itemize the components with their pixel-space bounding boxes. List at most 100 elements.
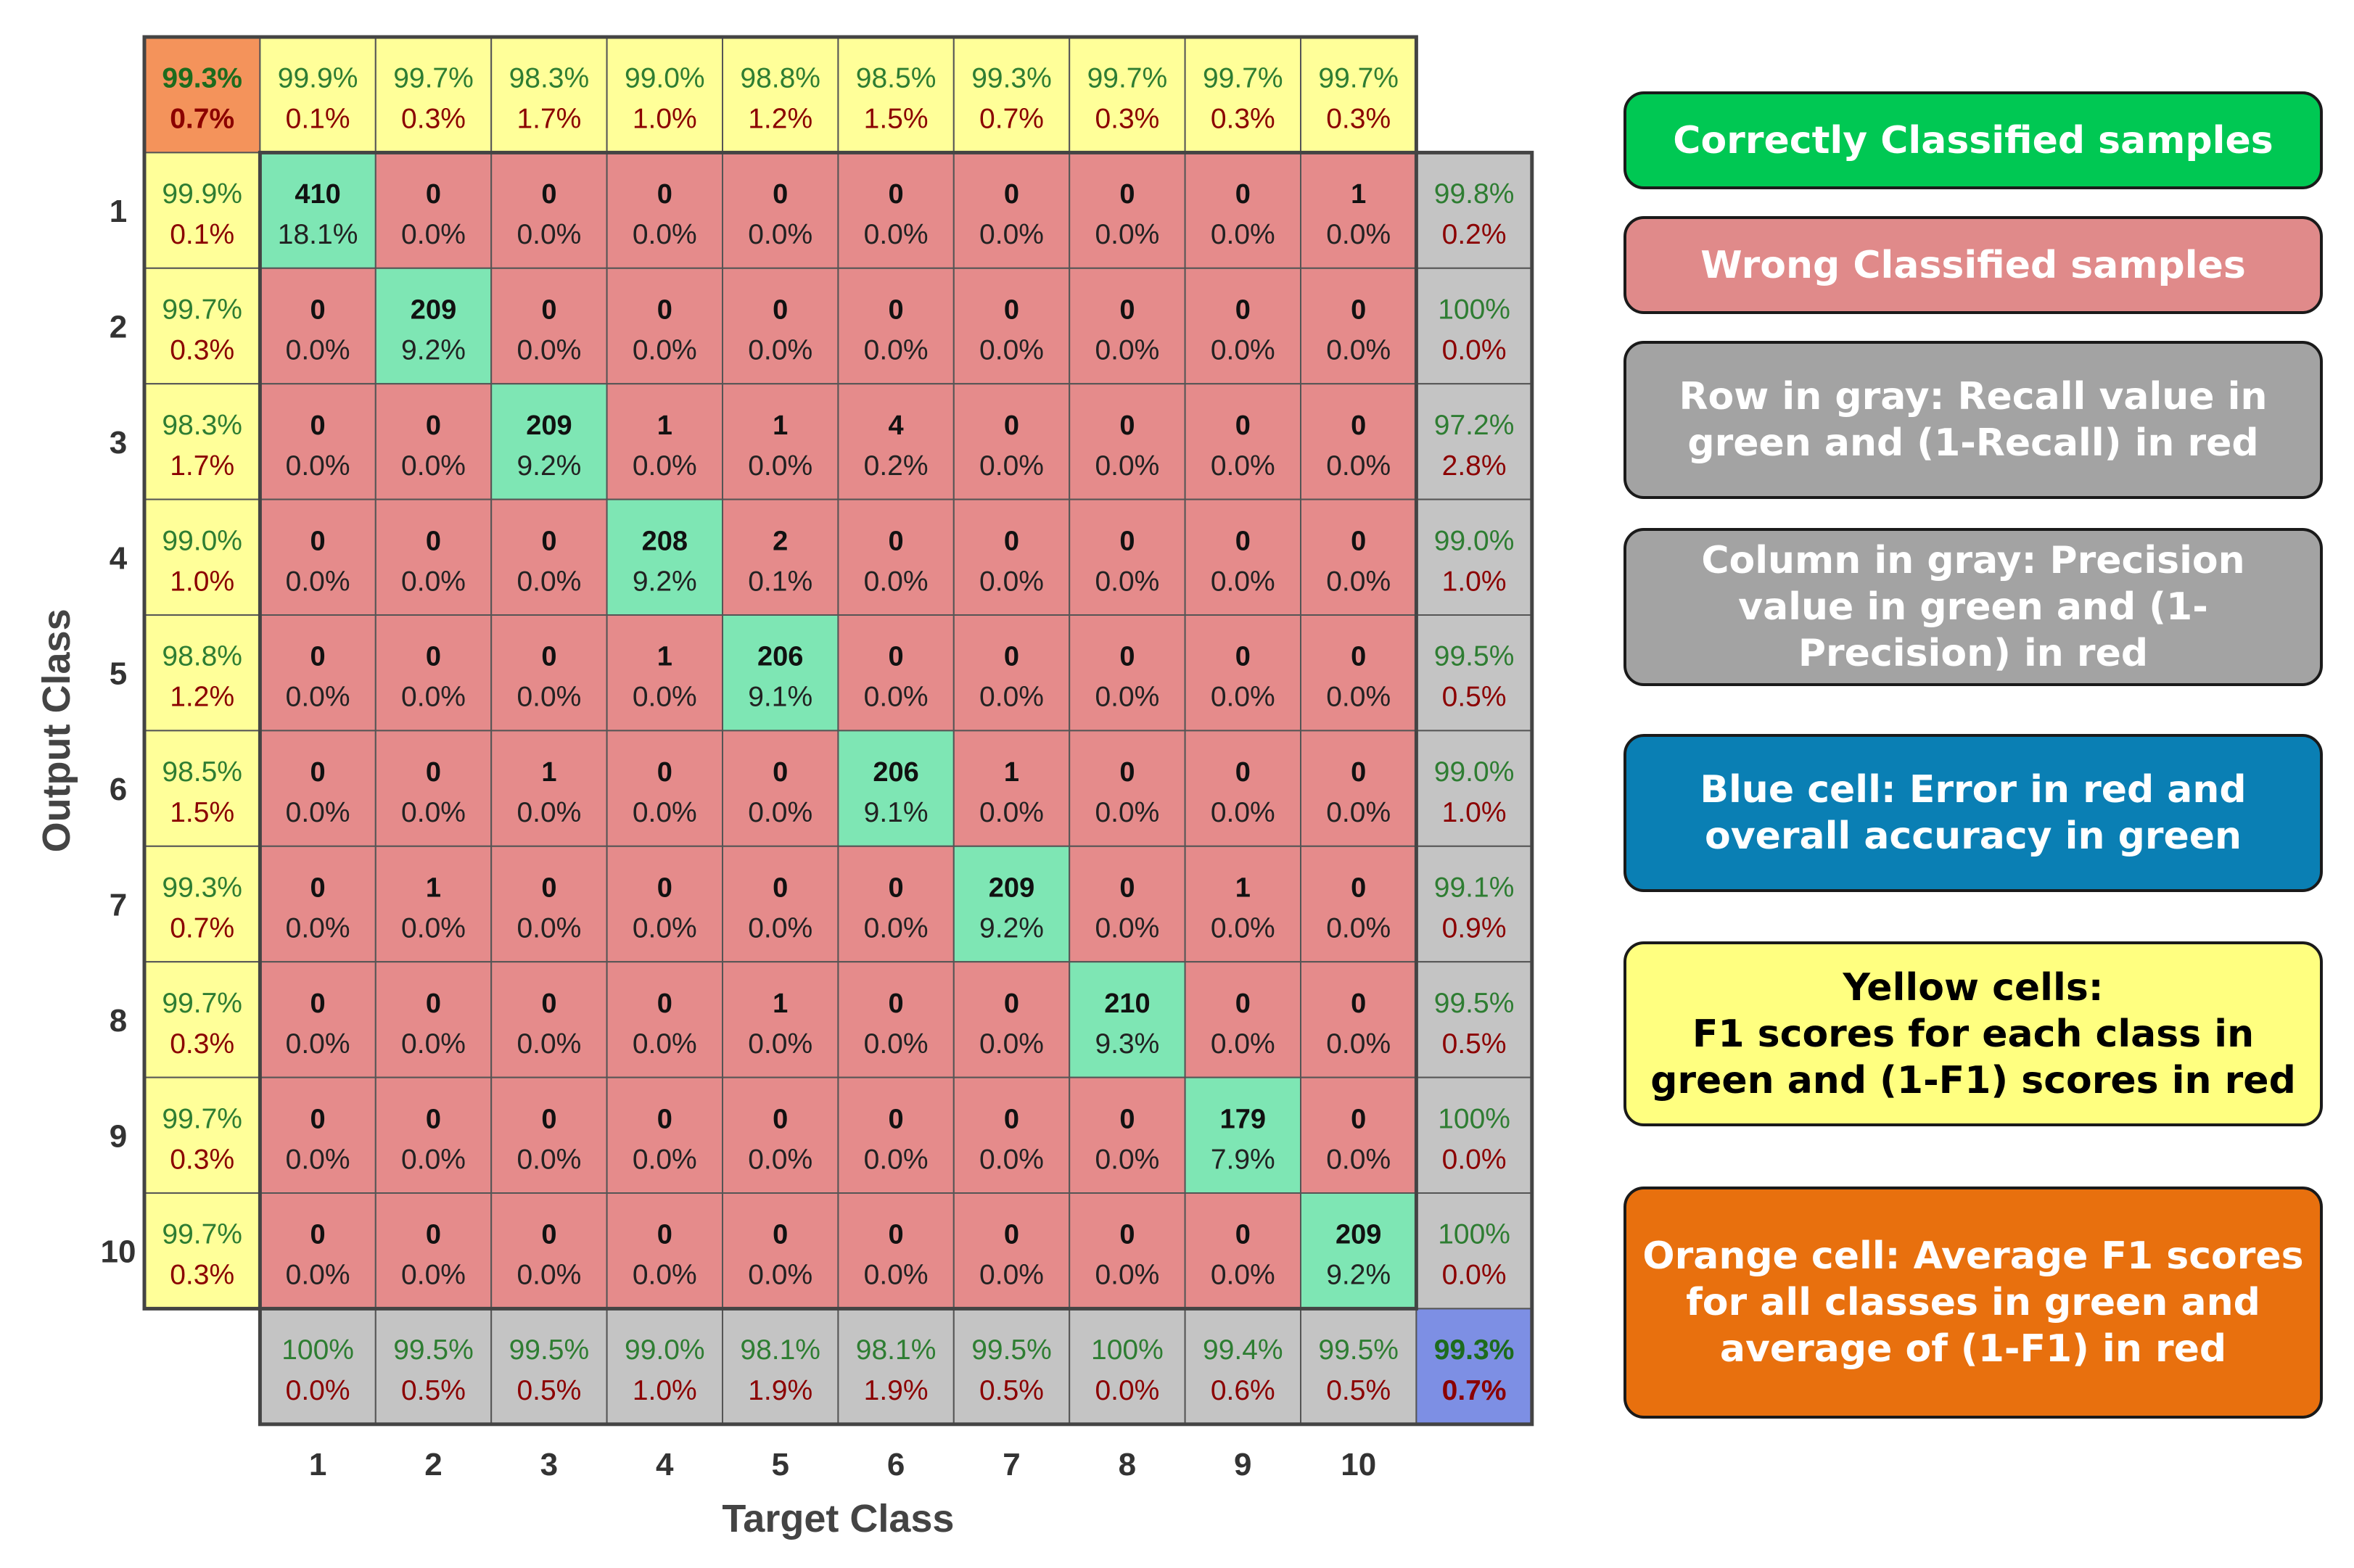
top-f1-complement: 0.3% [1211,104,1275,135]
cell-percent: 0.0% [401,913,466,944]
right-gray-cell [1415,152,1533,269]
cell-percent: 0.0% [864,1260,929,1291]
x-tick-label: 10 [1341,1447,1376,1482]
cell-count: 0 [426,757,441,788]
left-f1-value: 99.7% [162,294,242,326]
cell-percent: 0.0% [1326,1028,1391,1060]
cell-count: 0 [773,1104,788,1134]
cell-percent: 0.0% [864,219,929,250]
cell-percent: 0.0% [979,219,1044,250]
cell-count: 209 [1336,1220,1381,1250]
left-f1-complement: 1.7% [170,450,234,482]
right-gray-value: 99.5% [1434,641,1515,672]
right-gray-value: 97.2% [1434,410,1515,441]
bottom-gray-complement: 0.5% [979,1375,1044,1406]
wrong-cell [1300,498,1417,616]
cell-percent: 0.0% [517,913,581,944]
wrong-cell [952,961,1071,1078]
cell-count: 0 [1119,410,1135,441]
cell-count: 0 [1351,873,1366,904]
overall-accuracy-value: 99.3% [1434,1334,1515,1366]
top-f1-cell [374,36,493,154]
right-gray-value: 100% [1438,1103,1510,1134]
cell-count: 0 [310,989,326,1019]
cell-percent: 7.9% [1211,1144,1275,1175]
cell-count: 0 [1004,526,1019,556]
left-f1-complement: 1.0% [170,566,234,597]
bottom-gray-cell [374,1308,493,1425]
cell-count: 0 [1235,295,1251,326]
left-f1-cell [144,1076,261,1194]
cell-percent: 0.1% [748,566,812,597]
wrong-cell [259,383,376,500]
right-gray-value: 99.0% [1434,756,1515,788]
cell-percent: 0.0% [517,219,581,250]
confusion-matrix-chart: 99.3%0.7%99.9%0.1%99.7%0.3%98.3%1.7%99.0… [35,35,1534,1540]
bottom-gray-complement: 0.6% [1211,1375,1275,1406]
cell-count: 209 [526,410,572,441]
average-f1-cell [144,36,261,154]
right-gray-complement: 1.0% [1442,797,1507,828]
wrong-cell [952,1076,1071,1194]
cell-percent: 0.0% [401,1144,466,1175]
wrong-cell [374,152,493,269]
cell-percent: 0.0% [748,1028,812,1060]
cell-percent: 0.0% [979,335,1044,366]
cell-percent: 0.0% [1326,219,1391,250]
wrong-cell [837,152,955,269]
correct-cell [1184,1076,1301,1194]
wrong-cell [606,267,723,385]
wrong-cell [374,614,493,732]
right-gray-cell [1415,498,1533,616]
top-f1-value: 99.7% [393,63,474,94]
cell-percent: 0.0% [1095,566,1159,597]
top-f1-cell [1069,36,1186,154]
average-f1-complement: 0.7% [170,104,234,135]
cell-count: 209 [989,873,1034,904]
left-f1-complement: 0.3% [170,1028,234,1060]
correct-cell [374,267,493,385]
cell-percent: 0.0% [633,1144,697,1175]
legend-yellow-title: Yellow cells: [1843,965,2104,1010]
cell-count: 0 [1119,1220,1135,1250]
top-f1-value: 98.5% [856,63,937,94]
bottom-gray-cell [1069,1308,1186,1425]
right-gray-value: 100% [1438,294,1510,326]
cell-percent: 0.0% [1095,797,1159,828]
wrong-cell [722,383,839,500]
cell-count: 0 [773,179,788,210]
wrong-cell [952,498,1071,616]
left-f1-complement: 0.3% [170,1260,234,1291]
wrong-cell [722,152,839,269]
bottom-gray-value: 99.5% [393,1334,474,1366]
wrong-cell [1069,267,1186,385]
wrong-cell [722,498,839,616]
cell-count: 0 [1119,642,1135,672]
cell-count: 0 [773,1220,788,1250]
y-tick-label: 1 [110,194,127,229]
cell-percent: 0.0% [748,450,812,482]
wrong-cell [722,1192,839,1310]
wrong-cell [1069,1192,1186,1310]
legend-column-gray: Column in gray: Precision value in green… [1623,528,2323,686]
right-gray-cell [1415,267,1533,385]
right-gray-complement: 0.5% [1442,1028,1507,1060]
left-f1-complement: 0.3% [170,1144,234,1175]
right-gray-complement: 0.9% [1442,913,1507,944]
wrong-cell [259,614,376,732]
cell-percent: 0.0% [517,1260,581,1291]
wrong-cell [1069,614,1186,732]
wrong-cell [1184,498,1301,616]
x-tick-label: 4 [656,1447,674,1482]
top-f1-complement: 0.1% [286,104,350,135]
cell-count: 0 [310,757,326,788]
cell-percent: 9.2% [633,566,697,597]
cell-percent: 0.0% [864,1144,929,1175]
bottom-gray-value: 100% [1091,1334,1164,1366]
wrong-cell [1069,152,1186,269]
cell-percent: 0.0% [864,335,929,366]
wrong-cell [837,1192,955,1310]
cell-percent: 9.2% [1326,1260,1391,1291]
y-tick-label: 6 [110,772,127,807]
y-tick-label: 10 [101,1234,136,1270]
